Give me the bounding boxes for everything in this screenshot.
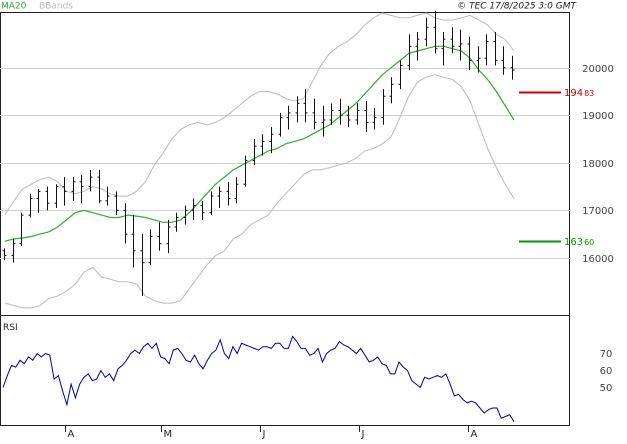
y-tick-label: 16000 (582, 254, 614, 265)
ohlc-bar (234, 177, 239, 204)
ohlc-bar (54, 184, 59, 208)
ohlc-bar (321, 105, 326, 137)
rsi-tick-label: 50 (600, 383, 613, 394)
ohlc-bar (45, 186, 50, 211)
ohlc-bar (381, 89, 386, 125)
ohlc-bar (372, 108, 377, 130)
rsi-tick-label: 60 (600, 366, 613, 377)
ohlc-bar (484, 34, 489, 66)
ohlc-bar (346, 105, 351, 128)
ohlc-bar (88, 169, 93, 192)
x-tick-label: A (68, 429, 75, 440)
indicator-panel-frame (0, 315, 570, 426)
ohlc-bar (105, 186, 110, 206)
ohlc-bar (148, 229, 153, 266)
copyright-text: © TEC 17/8/2025 3:0 GMT (457, 2, 577, 12)
ohlc-bar (217, 186, 222, 208)
ohlc-bar (467, 36, 472, 71)
lower-band-line (4, 74, 515, 309)
ohlc-bar (157, 222, 162, 251)
panel-frames (0, 12, 570, 426)
ohlc-bar (415, 32, 420, 61)
x-tick-label: M (164, 429, 173, 440)
bollinger-bands (4, 12, 515, 309)
ohlc-bar (364, 100, 369, 132)
ohlc-bar (79, 174, 84, 204)
ohlc-bar (441, 32, 446, 66)
rsi-plot (2, 335, 515, 422)
ohlc-bar (19, 212, 24, 247)
ohlc-bar (389, 77, 394, 104)
ohlc-bar (131, 215, 136, 268)
y-tick-label: 17000 (582, 206, 614, 217)
ohlc-bar (303, 89, 308, 123)
level-label-19483: 19483 (564, 88, 594, 99)
legend-ma20: MA20 (1, 2, 27, 12)
ohlc-bar (123, 203, 128, 244)
ohlc-bar (140, 234, 145, 296)
legend-bbands: BBands (39, 2, 73, 12)
ohlc-bar (97, 169, 102, 204)
ohlc-bar (493, 32, 498, 66)
ohlc-bar (355, 103, 360, 125)
ohlc-bar (200, 200, 205, 220)
ohlc-bar (450, 27, 455, 54)
rsi-tick-label: 70 (600, 349, 613, 360)
ohlc-bar (209, 191, 214, 216)
ohlc-bar (501, 46, 506, 75)
ohlc-bar (36, 188, 41, 213)
ohlc-bar (407, 34, 412, 71)
header: MA20 BBands © TEC 17/8/2025 3:0 GMT (1, 2, 578, 12)
ohlc-bar (226, 181, 231, 206)
ohlc-bar (338, 98, 343, 125)
ma20-path (4, 45, 515, 242)
ohlc-bar (2, 248, 7, 261)
ma20-line (4, 45, 515, 242)
y-tick-label: 18000 (582, 159, 614, 170)
ohlc-bar (510, 55, 515, 80)
ohlc-bar (183, 205, 188, 225)
ohlc-bar (11, 238, 16, 263)
ohlc-bar (191, 198, 196, 220)
ohlc-bar (252, 139, 257, 166)
ohlc-bar (260, 134, 265, 156)
x-tick-label: A (471, 429, 478, 440)
x-tick-label: J (361, 429, 365, 440)
ohlc-bar (295, 96, 300, 123)
price-levels: 19483 16360 (519, 88, 594, 248)
ohlc-bar (243, 155, 248, 187)
ohlc-bar (286, 105, 291, 130)
level-label-16360: 16360 (564, 237, 594, 248)
rsi-title: RSI (3, 323, 18, 333)
ohlc-bar (476, 46, 481, 73)
ohlc-bar (398, 60, 403, 90)
upper-band-line (4, 12, 515, 216)
price-bars (2, 10, 515, 296)
y-tick-label: 19000 (582, 111, 614, 122)
ohlc-bar (269, 127, 274, 154)
ohlc-bar (329, 103, 334, 125)
ohlc-bar (28, 193, 33, 218)
ohlc-bar (278, 112, 283, 137)
ohlc-bar (424, 17, 429, 47)
ohlc-bar (458, 29, 463, 61)
ohlc-bar (174, 212, 179, 232)
ohlc-bar (433, 10, 438, 54)
rsi-y-axis: 70 60 50 (600, 349, 613, 394)
price-gridlines (0, 68, 570, 259)
ohlc-bar (62, 177, 67, 206)
y-tick-label: 20000 (582, 64, 614, 75)
ohlc-bar (114, 191, 119, 216)
price-y-axis: 20000 19000 18000 17000 16000 (582, 64, 614, 265)
rsi-line (2, 335, 515, 422)
ohlc-bar (71, 177, 76, 201)
ohlc-bar (312, 98, 317, 130)
x-tick-label: J (262, 429, 266, 440)
ohlc-bar (166, 219, 171, 254)
